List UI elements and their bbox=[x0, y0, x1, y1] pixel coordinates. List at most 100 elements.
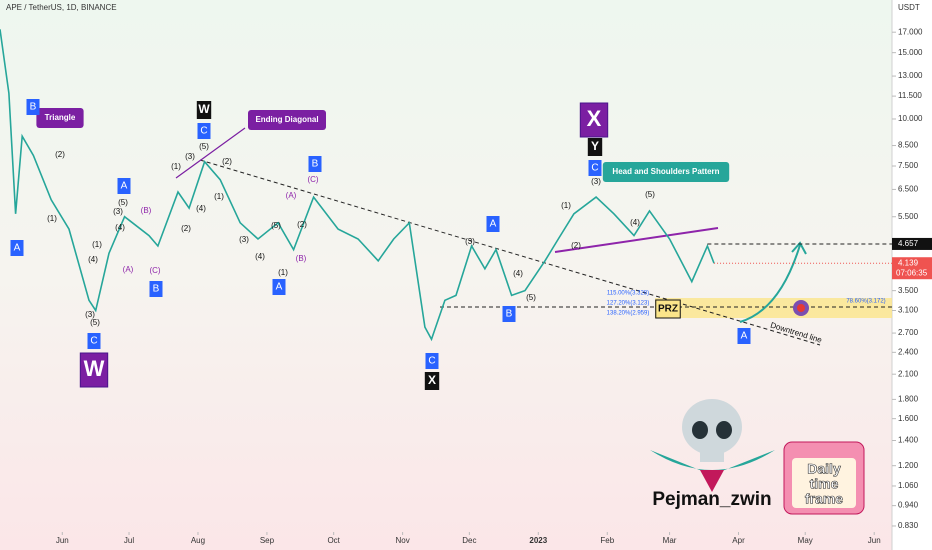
annotation: (5) bbox=[118, 198, 128, 207]
x-tick-label: Jun bbox=[868, 536, 881, 545]
annotation-box bbox=[36, 108, 84, 128]
level-label: 4.657 bbox=[898, 239, 919, 248]
annotation: (A) bbox=[286, 191, 297, 200]
price-label: 4.139 bbox=[898, 258, 919, 267]
annotation: W bbox=[198, 102, 210, 116]
annotation: A bbox=[741, 331, 748, 342]
annotation: (4) bbox=[88, 255, 98, 264]
y-tick-label: 10.000 bbox=[898, 114, 923, 123]
annotation: (5) bbox=[271, 221, 281, 230]
annotation: 115.00%(3.328) bbox=[607, 291, 649, 297]
annotation: (4) bbox=[255, 252, 265, 261]
chart-title: APE / TetherUS, 1D, BINANCE bbox=[6, 3, 117, 12]
annotation: (4) bbox=[196, 204, 206, 213]
annotation: Triangle bbox=[45, 113, 76, 122]
annotation: (1) bbox=[47, 214, 57, 223]
annotation: A bbox=[121, 181, 128, 192]
annotation: (2) bbox=[55, 150, 65, 159]
annotation: 127.20%(3.123) bbox=[607, 301, 650, 307]
annotation: PRZ bbox=[658, 304, 678, 315]
annotation-box bbox=[424, 372, 440, 390]
annotation: (C) bbox=[307, 175, 318, 184]
neckline bbox=[554, 227, 719, 253]
y-tick-label: 17.000 bbox=[898, 27, 923, 36]
y-tick-label: 11.500 bbox=[898, 91, 922, 100]
annotation: W bbox=[84, 356, 105, 381]
annotation: (5) bbox=[90, 318, 100, 327]
annotation-box bbox=[26, 99, 40, 115]
annotation: (5) bbox=[645, 190, 655, 199]
annotation: (3) bbox=[465, 237, 475, 246]
annotation: (4) bbox=[630, 218, 640, 227]
annotation: B bbox=[153, 284, 160, 295]
skull-logo bbox=[650, 399, 775, 492]
annotation: X bbox=[428, 373, 436, 387]
annotation: (3) bbox=[185, 152, 195, 161]
x-tick-label: May bbox=[798, 536, 813, 545]
annotation-box bbox=[579, 102, 609, 138]
annotation-box bbox=[602, 162, 730, 182]
y-tick-label: 6.500 bbox=[898, 185, 919, 194]
prz-zone bbox=[655, 298, 892, 318]
x-tick-label: Apr bbox=[732, 536, 745, 545]
y-tick-label: 15.000 bbox=[898, 48, 923, 57]
y-tick-label: 3.100 bbox=[898, 306, 919, 315]
annotation: (B) bbox=[141, 206, 152, 215]
annotation: (5) bbox=[199, 142, 209, 151]
annotation: (3) bbox=[113, 207, 123, 216]
annotation: B bbox=[30, 102, 37, 113]
x-tick-label: Sep bbox=[260, 536, 275, 545]
annotation: (2) bbox=[222, 157, 232, 166]
annotation: (4) bbox=[115, 223, 125, 232]
y-tick-label: 1.600 bbox=[898, 414, 919, 423]
price-line bbox=[0, 29, 715, 342]
annotation-box bbox=[196, 101, 212, 119]
annotation-box bbox=[10, 240, 24, 256]
annotation: (1) bbox=[278, 268, 288, 277]
x-tick-label: Mar bbox=[663, 536, 677, 545]
annotation: A bbox=[276, 282, 283, 293]
annotation-box bbox=[425, 353, 439, 369]
annotation: (1) bbox=[561, 201, 571, 210]
annotation-box bbox=[197, 123, 211, 139]
x-tick-label: Dec bbox=[462, 536, 476, 545]
annotation-box bbox=[79, 352, 109, 388]
annotation-box bbox=[87, 333, 101, 349]
y-tick-label: 5.500 bbox=[898, 212, 919, 221]
x-tick-label: Jul bbox=[124, 536, 134, 545]
annotation-box bbox=[149, 281, 163, 297]
annotation: A bbox=[14, 243, 21, 254]
annotation: (C) bbox=[149, 266, 160, 275]
calendar-badge bbox=[783, 441, 865, 515]
y-tick-label: 2.100 bbox=[898, 369, 919, 378]
annotation: X bbox=[587, 106, 602, 131]
target-icon bbox=[797, 304, 805, 312]
badge-line: time bbox=[810, 476, 839, 492]
y-tick-label: 1.200 bbox=[898, 461, 919, 470]
annotation-box bbox=[588, 160, 602, 176]
annotation: Y bbox=[591, 139, 599, 153]
y-tick-label: 1.060 bbox=[898, 481, 919, 490]
countdown: 07:06:35 bbox=[896, 268, 928, 277]
x-tick-label: Aug bbox=[191, 536, 205, 545]
annotation: (B) bbox=[296, 254, 307, 263]
y-tick-label: 2.400 bbox=[898, 347, 919, 356]
axis-unit: USDT bbox=[898, 3, 920, 12]
annotation: 138.20%(2.959) bbox=[607, 311, 650, 317]
annotation: (3) bbox=[239, 235, 249, 244]
diagonal bbox=[175, 127, 246, 179]
annotation: 78.60%(3.172) bbox=[846, 299, 885, 305]
annotation: C bbox=[90, 336, 97, 347]
annotation: (4) bbox=[513, 269, 523, 278]
annotation-box bbox=[272, 279, 286, 295]
arrow-head bbox=[791, 241, 807, 255]
level-tag bbox=[892, 237, 932, 250]
annotation-box bbox=[737, 328, 751, 344]
y-tick-label: 2.700 bbox=[898, 328, 919, 337]
annotation: (2) bbox=[297, 220, 307, 229]
plot-background bbox=[0, 0, 892, 550]
x-tick-label: 2023 bbox=[529, 536, 547, 545]
annotation: (3) bbox=[85, 310, 95, 319]
y-tick-label: 8.500 bbox=[898, 141, 919, 150]
